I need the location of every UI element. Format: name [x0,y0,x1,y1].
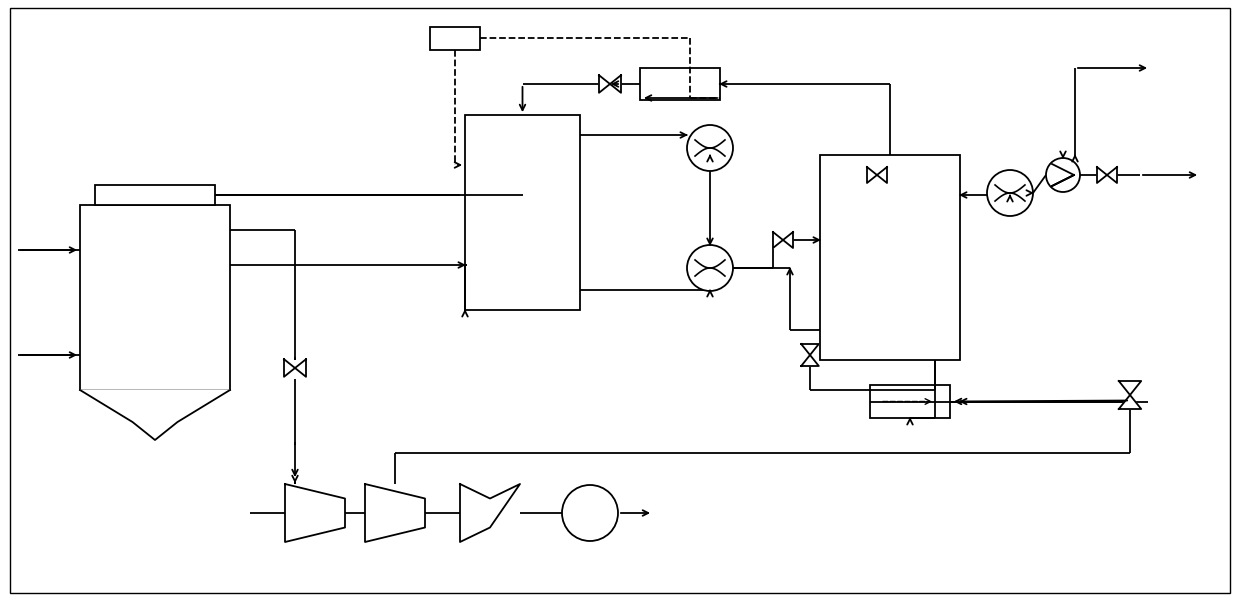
Bar [430,27,480,50]
Bar [820,155,960,360]
Bar [465,115,580,310]
Polygon shape [782,232,794,248]
Bar [95,185,215,205]
Circle shape [987,170,1033,216]
Polygon shape [867,167,877,183]
Polygon shape [1118,381,1141,395]
Bar [640,68,720,100]
Polygon shape [610,75,621,93]
Bar [870,385,950,418]
Circle shape [1047,158,1080,192]
Polygon shape [285,484,345,542]
Circle shape [687,245,733,291]
Polygon shape [801,344,818,355]
Circle shape [562,485,618,541]
Polygon shape [599,75,610,93]
Polygon shape [295,359,306,377]
Circle shape [687,125,733,171]
Polygon shape [284,359,295,377]
Polygon shape [460,484,520,542]
Polygon shape [365,484,425,542]
Polygon shape [1097,167,1107,183]
Polygon shape [1107,167,1117,183]
Polygon shape [801,355,818,366]
Polygon shape [773,232,782,248]
Polygon shape [81,390,229,440]
Polygon shape [1118,395,1141,409]
Polygon shape [877,167,887,183]
Bar [81,205,229,390]
